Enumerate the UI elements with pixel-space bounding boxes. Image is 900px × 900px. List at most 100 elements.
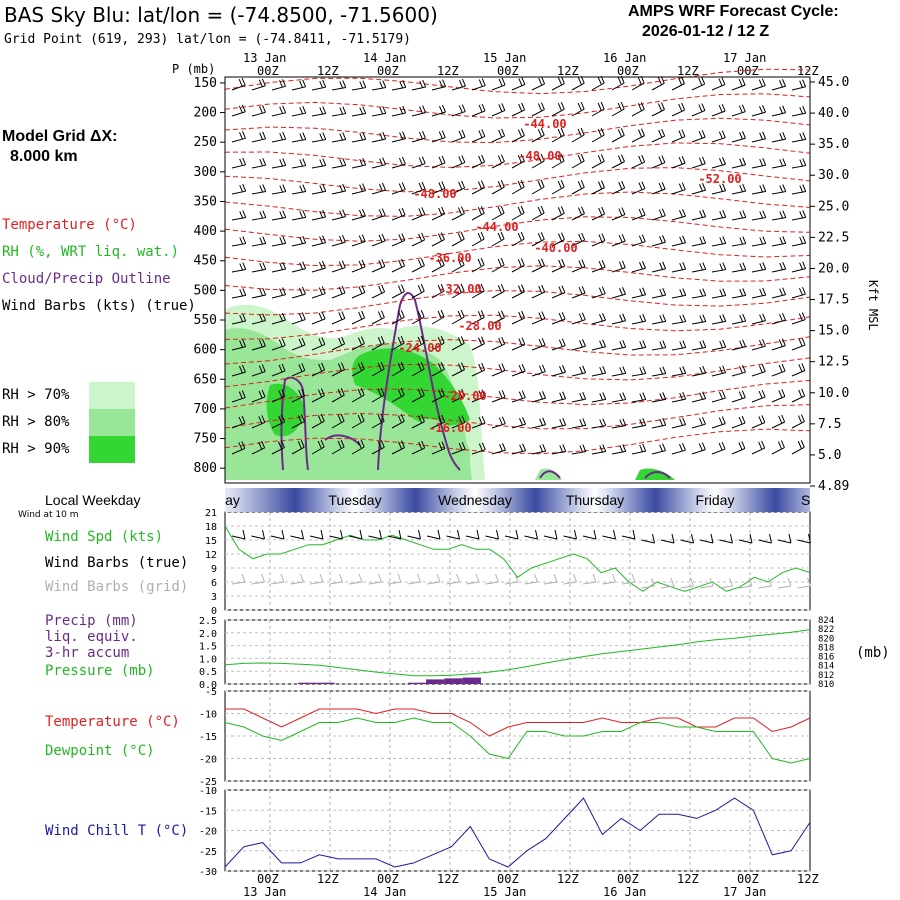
wind-barb-grid bbox=[290, 573, 304, 585]
wind-barb bbox=[251, 287, 267, 299]
wind-barb bbox=[571, 127, 585, 143]
y2-tick-label: 20.0 bbox=[818, 261, 849, 276]
wind-barb bbox=[271, 312, 286, 325]
wind-barb bbox=[451, 232, 465, 247]
wind-barb bbox=[691, 288, 707, 299]
wind-barb-10m bbox=[387, 529, 402, 540]
wind-barb-grid bbox=[407, 573, 421, 585]
wind-barb bbox=[411, 335, 425, 351]
wind-barb bbox=[531, 128, 545, 143]
wind-barb bbox=[751, 313, 767, 325]
wind-barb bbox=[471, 129, 486, 143]
bottom-hour-label: 00Z bbox=[617, 872, 639, 886]
temperature-contour bbox=[224, 240, 811, 267]
wind-barb bbox=[591, 206, 606, 221]
top-date-label: 16 Jan bbox=[603, 51, 647, 65]
y2-tick-label: 45.0 bbox=[818, 75, 849, 90]
wind-barb bbox=[691, 103, 706, 117]
wind-barb-10m bbox=[758, 533, 772, 544]
temp-y-label: -20 bbox=[199, 755, 217, 766]
wind-barb bbox=[331, 285, 346, 299]
wind-y-label: 9 bbox=[211, 564, 217, 575]
wind-barb-grid bbox=[485, 573, 499, 585]
wind-barb bbox=[311, 79, 327, 91]
wind-barb bbox=[611, 233, 626, 247]
wind-barb bbox=[431, 258, 445, 273]
wind-barb bbox=[491, 257, 505, 273]
wind-barb bbox=[271, 236, 287, 247]
wind-barb bbox=[531, 417, 547, 429]
wind-barb bbox=[351, 439, 365, 455]
temperature-label: -28.00 bbox=[458, 319, 501, 333]
wind-barb bbox=[451, 206, 465, 221]
wind-barb bbox=[611, 392, 627, 403]
wind-barb bbox=[671, 235, 687, 247]
top-date-label: 17 Jan bbox=[723, 51, 767, 65]
wind-barb bbox=[271, 210, 287, 221]
wind-barb bbox=[351, 310, 366, 325]
top-hour-label: 12Z bbox=[437, 64, 459, 78]
wind-barb bbox=[651, 340, 667, 351]
temperature-label: -48.00 bbox=[518, 149, 561, 163]
rh-shading bbox=[225, 304, 675, 480]
wind-barb-grid bbox=[719, 577, 733, 589]
temperature-contour-labels: -44.00 -48.00 -52.00 -48.00 -44.00 -40.00 -36.… bbox=[398, 117, 741, 435]
wind-barb bbox=[731, 262, 747, 273]
wind-barb bbox=[551, 179, 565, 195]
wind-barb bbox=[591, 101, 605, 117]
wind-barb bbox=[791, 235, 807, 247]
wind-barb bbox=[431, 309, 445, 325]
bottom-hour-label: 12Z bbox=[797, 872, 819, 886]
wind-barb bbox=[351, 208, 366, 221]
wind-barb bbox=[571, 285, 586, 299]
wind-barb bbox=[511, 337, 526, 351]
wind-barb bbox=[231, 364, 246, 377]
pressure-axis: 150 200 250 300 350 400 450 500 550 600 650 700 750 8… bbox=[194, 76, 225, 476]
wind-barb bbox=[251, 262, 267, 273]
bottom-date-label: 13 Jan bbox=[243, 885, 287, 899]
wind-barb bbox=[271, 363, 286, 377]
y-tick-label: 800 bbox=[194, 461, 217, 476]
wind-barb bbox=[671, 391, 687, 403]
wind-barb bbox=[391, 440, 405, 455]
top-hour-label: 12Z bbox=[317, 64, 339, 78]
bottom-hour-label: 00Z bbox=[257, 872, 279, 886]
wind-barb-grid bbox=[582, 573, 597, 585]
wind-barb bbox=[331, 260, 346, 273]
wind-barb bbox=[431, 104, 446, 117]
precip-y-label: 0.5 bbox=[199, 667, 217, 678]
legend-rh80-label: RH > 80% bbox=[2, 414, 70, 430]
wind-barb bbox=[511, 77, 526, 91]
wind-barb bbox=[751, 78, 766, 91]
wind-barb bbox=[411, 79, 427, 91]
wind-barb bbox=[371, 440, 385, 455]
precip-accum-label: 3-hr accum bbox=[45, 645, 130, 661]
wind-barb bbox=[291, 132, 307, 143]
wind-barb bbox=[311, 286, 326, 299]
pressure-y-label: 812 bbox=[818, 671, 834, 681]
wind-barb bbox=[291, 363, 306, 377]
wind-barb bbox=[651, 235, 666, 247]
wind-barb bbox=[351, 80, 367, 91]
wind-barb bbox=[371, 233, 386, 247]
top-hour-label: 00Z bbox=[497, 64, 519, 78]
y-tick-label: 150 bbox=[194, 76, 217, 91]
wind-barb bbox=[431, 441, 446, 455]
wind-barb bbox=[231, 415, 246, 429]
wind-barb bbox=[491, 363, 506, 377]
wind-barbs-cross-section bbox=[231, 75, 807, 455]
wind-barb-10m bbox=[797, 533, 811, 544]
wind-barb bbox=[551, 76, 565, 91]
wind-barb bbox=[731, 415, 746, 429]
pressure-label: Pressure (mb) bbox=[45, 663, 155, 679]
wind-barb bbox=[331, 158, 347, 169]
wind-barb bbox=[691, 416, 706, 429]
wind-barb bbox=[371, 80, 387, 91]
wind-barb bbox=[531, 364, 546, 377]
weekday-band: Monday Tuesday Wednesday Thursday Friday… bbox=[225, 488, 810, 512]
wind-barb bbox=[751, 236, 767, 247]
chill-y-label: -10 bbox=[199, 786, 217, 797]
wind-barb bbox=[411, 156, 426, 169]
wind-barb bbox=[751, 131, 767, 143]
wind-barb bbox=[351, 336, 365, 351]
